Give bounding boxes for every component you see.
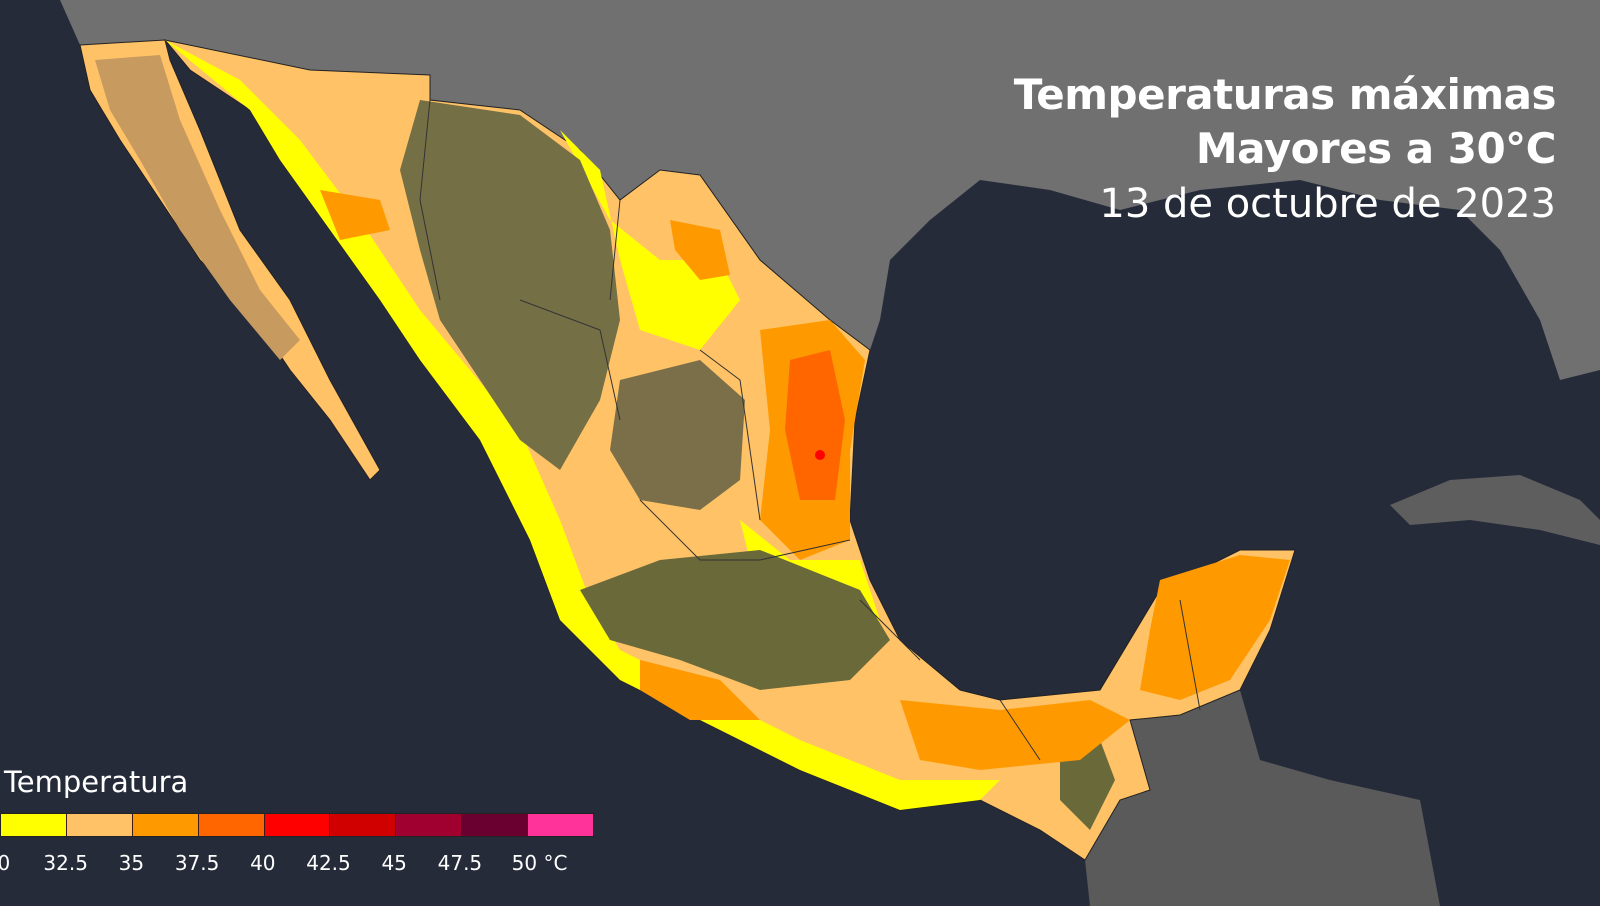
legend-tick-label: 50 °C <box>511 851 568 875</box>
legend-tick-label: 30 <box>0 851 11 875</box>
zone-35-37 <box>640 660 760 720</box>
zone-40-42 <box>815 450 825 460</box>
legend-title: Temperatura <box>4 765 189 799</box>
legend-tick-label: 42.5 <box>306 851 351 875</box>
legend-ticks: 30 32.5 35 37.5 40 42.5 45 47.5 50 °C <box>0 851 594 881</box>
legend-tick-label: 45 <box>381 851 407 875</box>
cuba-landmass <box>1390 475 1600 545</box>
legend-swatch <box>264 814 331 836</box>
map-subtitle: Mayores a 30°C <box>1195 124 1557 173</box>
zone-below-30 <box>95 55 300 360</box>
zone-below-30 <box>1060 740 1115 830</box>
zone-35-37 <box>670 220 730 280</box>
zone-35-37 <box>320 190 390 240</box>
temperature-legend: Temperatura 30 32.5 35 37.5 40 42.5 45 47.5 50 °… <box>0 765 594 881</box>
legend-color-bar <box>0 813 594 837</box>
map-title-block: Temperaturas máximas Mayores a 30°C 13 d… <box>1013 68 1557 232</box>
legend-swatch <box>66 814 133 836</box>
zone-below-30 <box>580 550 890 690</box>
zone-35-37 <box>900 700 1130 770</box>
legend-swatch <box>1 814 67 836</box>
zone-below-30 <box>610 360 745 510</box>
state-borders <box>419 99 1201 761</box>
zone-35-37 <box>1140 555 1290 700</box>
central-america-landmass <box>1085 690 1440 906</box>
legend-tick-label: 47.5 <box>437 851 483 875</box>
legend-swatch <box>462 814 529 836</box>
map-title: Temperaturas máximas <box>1013 70 1557 119</box>
legend-tick-label: 40 <box>250 851 276 875</box>
usa-landmass <box>60 0 1600 380</box>
legend-tick-label: 32.5 <box>43 851 88 875</box>
legend-swatch <box>330 814 397 836</box>
zone-30-32 <box>560 130 740 350</box>
legend-swatch <box>132 814 199 836</box>
map-date: 13 de octubre de 2023 <box>1099 181 1556 227</box>
zone-below-30 <box>400 100 620 470</box>
legend-swatch <box>528 814 594 836</box>
legend-swatch <box>198 814 265 836</box>
legend-swatch <box>396 814 463 836</box>
zone-37-40 <box>785 350 845 500</box>
legend-tick-label: 37.5 <box>174 851 220 875</box>
legend-tick-label: 35 <box>118 851 145 875</box>
